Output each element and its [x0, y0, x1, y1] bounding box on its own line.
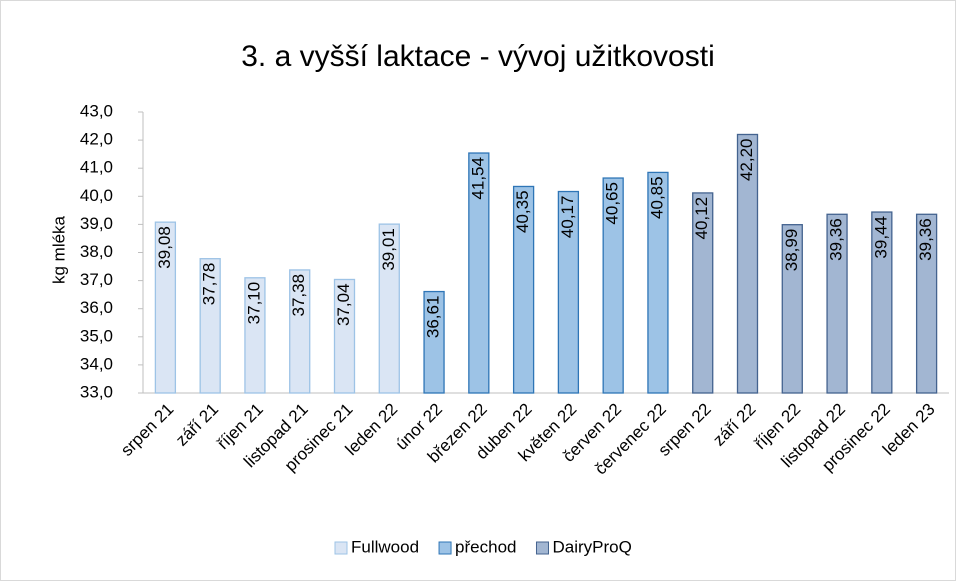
y-tick-label: 36,0	[80, 298, 113, 317]
y-tick-label: 42,0	[80, 130, 113, 149]
value-label: 40,85	[647, 176, 666, 219]
bar	[557, 190, 580, 394]
y-tick-label: 43,0	[80, 101, 113, 120]
bar	[871, 211, 893, 394]
y-tick-label: 35,0	[80, 326, 113, 345]
chart-title: 3. a vyšší laktace - vývoj užitkovosti	[241, 40, 715, 73]
bar	[244, 277, 266, 394]
value-label: 37,10	[244, 282, 263, 325]
bar	[468, 152, 490, 394]
bar	[602, 177, 624, 394]
bar	[781, 224, 803, 394]
bar	[289, 269, 311, 394]
value-label: 42,20	[737, 138, 756, 181]
value-label: 39,36	[916, 218, 935, 261]
bar	[915, 213, 938, 394]
y-tick-label: 34,0	[80, 354, 113, 373]
y-axis-label: kg mléka	[49, 215, 68, 284]
legend-swatch	[438, 541, 452, 555]
y-tick-label: 37,0	[80, 270, 113, 289]
bar	[154, 221, 177, 394]
bar	[826, 213, 848, 394]
value-label: 39,08	[155, 226, 174, 269]
value-label: 40,12	[692, 197, 711, 240]
legend-label: Fullwood	[351, 537, 419, 556]
value-label: 39,44	[871, 216, 890, 259]
value-label: 37,04	[334, 283, 353, 326]
value-label: 39,01	[379, 228, 398, 271]
y-tick-label: 41,0	[80, 158, 113, 177]
value-label: 40,65	[603, 182, 622, 225]
value-label: 40,17	[558, 196, 577, 239]
bar	[333, 278, 356, 394]
legend-swatch	[535, 541, 549, 555]
value-label: 38,99	[782, 229, 801, 272]
bar	[199, 258, 221, 394]
legend-swatch	[334, 541, 348, 555]
y-tick-label: 39,0	[80, 214, 113, 233]
y-tick-label: 38,0	[80, 242, 113, 261]
value-label: 41,54	[468, 157, 487, 200]
y-tick-label: 33,0	[80, 382, 113, 401]
value-label: 37,38	[289, 274, 308, 317]
bar	[423, 290, 445, 394]
bar	[692, 192, 714, 394]
bar	[512, 185, 535, 394]
value-label: 36,61	[424, 296, 443, 339]
y-tick-label: 40,0	[80, 186, 113, 205]
bar	[647, 171, 669, 394]
legend-label: DairyProQ	[552, 537, 631, 556]
value-label: 40,35	[513, 190, 532, 233]
value-label: 39,36	[827, 218, 846, 261]
legend-label: přechod	[455, 537, 516, 556]
bar	[736, 133, 759, 394]
value-label: 37,78	[200, 263, 219, 306]
bar	[378, 223, 400, 394]
